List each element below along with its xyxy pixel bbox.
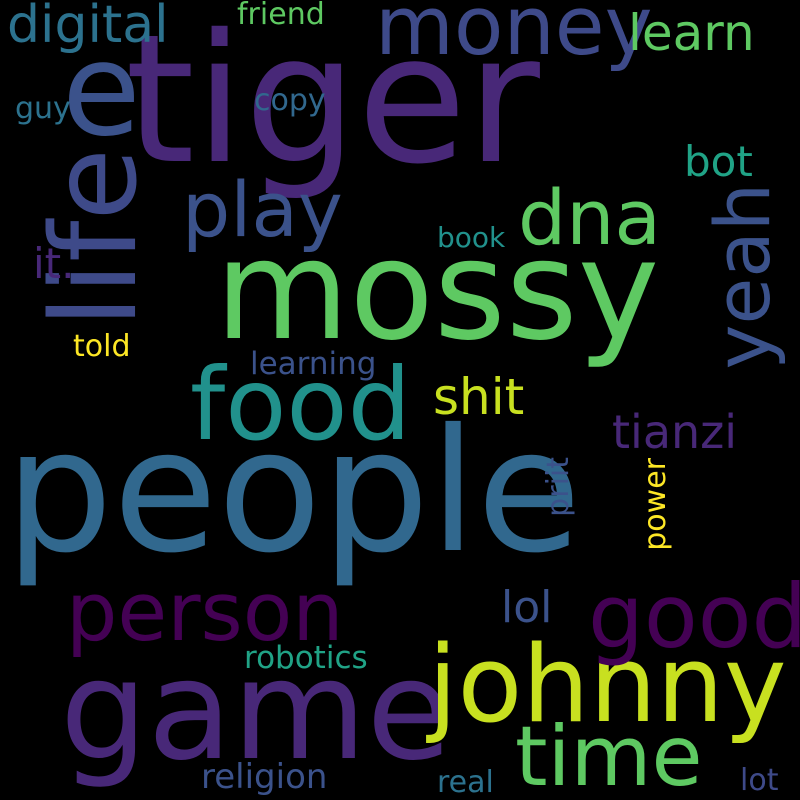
word-real: real [437,765,494,800]
word-life: life [25,148,163,328]
word-robotics: robotics [244,640,368,676]
word-game: game [60,630,452,791]
word-people: people [5,393,582,591]
word-dna: dna [518,173,661,262]
word-friend: friend [237,0,325,32]
word-learning: learning [250,346,377,382]
word-money: money [375,0,653,74]
word-yeah: yeah [698,183,787,370]
word-good: good [588,565,800,668]
word-power: power [638,458,673,551]
word-food: food [190,346,412,463]
word-bot: bot [684,137,753,186]
word-time: time [515,708,703,800]
word-learn: learn [628,4,755,62]
word-it: it. [33,239,75,288]
word-religion: religion [201,757,328,797]
word-book: book [437,221,506,254]
word-lol: lol [501,582,553,633]
word-e: e [62,16,141,165]
word-guy: guy [15,91,71,126]
word-mossy: mossy [215,210,660,371]
word-told: told [73,329,131,364]
word-copy: copy [254,83,326,118]
word-lot: lot [740,763,779,798]
word-play: play [182,165,343,254]
word-priit: priit [541,457,576,517]
word-tianzi: tianzi [612,405,738,459]
word-tiger: tiger [125,0,540,203]
word-person: person [66,566,344,660]
word-shit: shit [433,368,525,426]
word-digital: digital [7,0,169,55]
word-johnny: johnny [428,623,787,746]
